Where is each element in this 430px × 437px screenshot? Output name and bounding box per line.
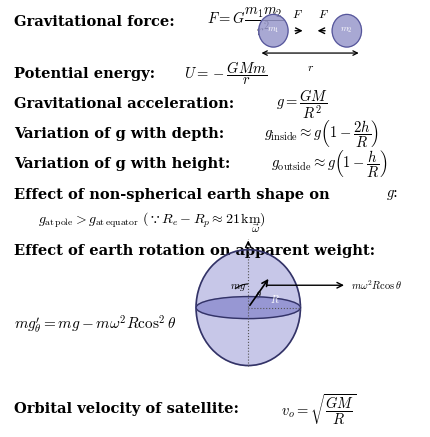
Text: $r$: $r$	[307, 61, 313, 74]
Text: $g_{\mathrm{inside}} \approx g\left(1 - \dfrac{2h}{R}\right)$: $g_{\mathrm{inside}} \approx g\left(1 - …	[264, 118, 379, 149]
Text: $F$: $F$	[292, 8, 302, 21]
Text: $m_2$: $m_2$	[341, 26, 353, 35]
Text: $U = -\dfrac{GMm}{r}$: $U = -\dfrac{GMm}{r}$	[184, 60, 267, 87]
Text: Variation of g with depth:: Variation of g with depth:	[14, 127, 230, 141]
Text: $\vec{\omega}$: $\vec{\omega}$	[252, 223, 261, 236]
Text: $g$:: $g$:	[387, 188, 399, 202]
Text: Gravitational acceleration:: Gravitational acceleration:	[14, 97, 240, 111]
Circle shape	[259, 14, 288, 47]
Text: $F = G\dfrac{m_1 m_2}{r^2}$: $F = G\dfrac{m_1 m_2}{r^2}$	[207, 7, 284, 38]
Text: Potential energy:: Potential energy:	[14, 67, 161, 81]
Text: Gravitational force:: Gravitational force:	[14, 15, 180, 29]
Text: $g = \dfrac{GM}{R^2}$: $g = \dfrac{GM}{R^2}$	[276, 87, 328, 121]
Text: $mg_{\theta}^{\prime} = mg - m\omega^2 R\cos^2\theta$: $mg_{\theta}^{\prime} = mg - m\omega^2 R…	[14, 314, 177, 336]
Circle shape	[332, 14, 362, 47]
Text: Effect of non-spherical earth shape on: Effect of non-spherical earth shape on	[14, 188, 335, 202]
Circle shape	[196, 250, 301, 365]
Text: $R$: $R$	[270, 294, 280, 305]
Text: $m\omega^2 R\cos\theta$: $m\omega^2 R\cos\theta$	[351, 278, 402, 292]
Text: $F$: $F$	[318, 8, 329, 21]
Text: Orbital velocity of satellite:: Orbital velocity of satellite:	[14, 402, 245, 416]
Text: $m_1$: $m_1$	[267, 26, 280, 35]
Text: Variation of g with height:: Variation of g with height:	[14, 157, 236, 171]
Ellipse shape	[196, 297, 301, 319]
Text: $g_{\mathrm{outside}} \approx g\left(1 - \dfrac{h}{R}\right)$: $g_{\mathrm{outside}} \approx g\left(1 -…	[271, 148, 388, 180]
Text: $v_o = \sqrt{\dfrac{GM}{R}}$: $v_o = \sqrt{\dfrac{GM}{R}}$	[281, 392, 357, 427]
Text: $g_{\mathrm{at\,pole}} > g_{\mathrm{at\,equator}}$ $(\because R_e - R_p \approx : $g_{\mathrm{at\,pole}} > g_{\mathrm{at\,…	[37, 211, 265, 230]
Text: $mg$: $mg$	[230, 282, 246, 293]
Text: $\theta$: $\theta$	[255, 289, 262, 301]
Text: Effect of earth rotation on apparent weight:: Effect of earth rotation on apparent wei…	[14, 243, 375, 257]
